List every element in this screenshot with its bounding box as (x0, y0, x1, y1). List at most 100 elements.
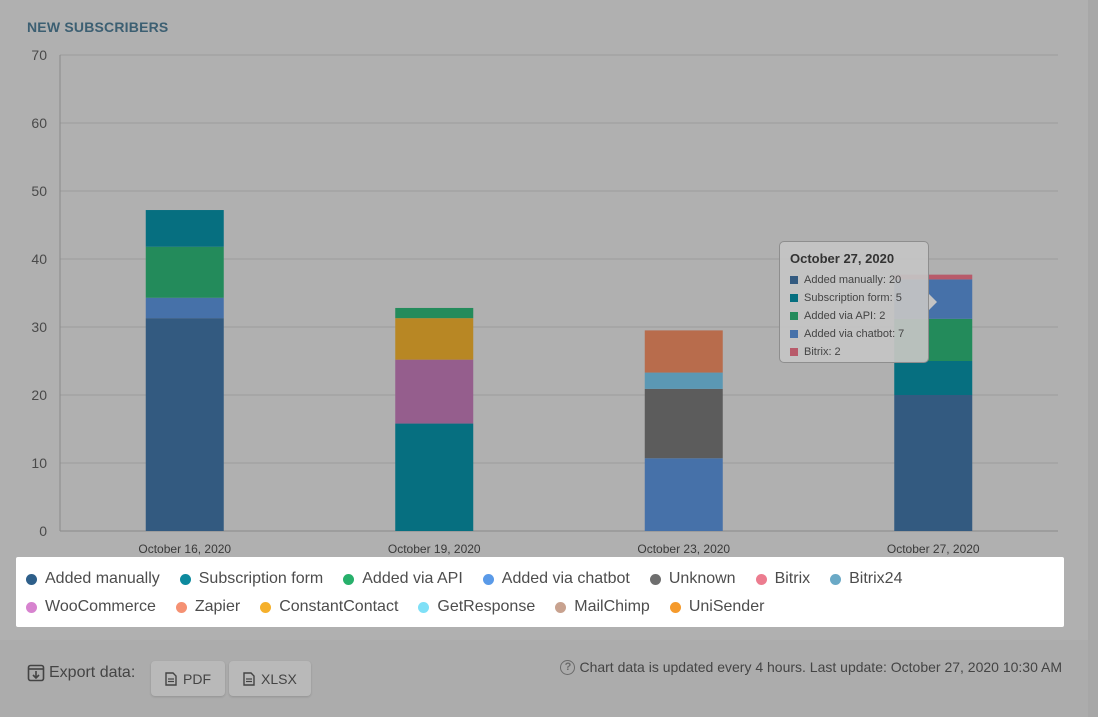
legend-item-unisender[interactable]: UniSender (669, 598, 765, 616)
legend-dot-icon (669, 601, 681, 613)
bar-segment-constantcontact (395, 318, 474, 360)
legend-dot-icon (26, 601, 37, 613)
legend-item-subscription-form[interactable]: Subscription form (179, 570, 324, 588)
tooltip-row: Added manually: 20 (790, 271, 918, 289)
x-tick-label: October 19, 2020 (388, 542, 481, 556)
legend-label: Bitrix24 (849, 570, 903, 587)
chart-legend: Added manually Subscription form Added via… (16, 557, 1064, 627)
legend-item-woocommerce[interactable]: WooCommerce (26, 598, 156, 616)
pdf-label: PDF (183, 670, 211, 687)
legend-label: Bitrix (774, 570, 811, 587)
scrollbar-track[interactable] (1088, 0, 1098, 717)
y-tick-label: 30 (31, 319, 47, 335)
tooltip-arrow (929, 294, 937, 310)
legend-label: WooCommerce (45, 598, 156, 615)
legend-item-added-via-api[interactable]: Added via API (343, 570, 463, 588)
legend-label: Unknown (668, 570, 736, 587)
legend-label: Added via chatbot (501, 570, 630, 587)
legend-dot-icon (343, 573, 355, 585)
bar-segment-subscription-form (894, 361, 973, 395)
legend-label: UniSender (688, 598, 765, 615)
chart-title: NEW SUBSCRIBERS (27, 19, 169, 35)
tooltip-swatch (790, 330, 798, 338)
stacked-bar-chart: 0 10 20 30 40 50 60 70 October 16, 2020 October 1… (31, 47, 1058, 556)
x-tick-label: October 16, 2020 (138, 542, 231, 556)
y-tick-label: 10 (31, 455, 47, 471)
bar-segment-added-manually (894, 395, 973, 531)
tooltip-title: October 27, 2020 (790, 251, 895, 266)
legend-dot-icon (555, 601, 567, 613)
chart-tooltip: October 27, 2020 Added manually: 20 Subsc… (779, 241, 929, 363)
bar-segment-subscription-form (395, 423, 474, 531)
legend-item-getresponse[interactable]: GetResponse (418, 598, 535, 616)
y-tick-label: 20 (31, 387, 47, 403)
bar-segment-bitrix (894, 274, 973, 280)
legend-item-mailchimp[interactable]: MailChimp (555, 598, 650, 616)
legend-dot-icon (830, 573, 842, 585)
legend-label: GetResponse (437, 598, 536, 615)
legend-item-bitrix24[interactable]: Bitrix24 (830, 570, 902, 588)
bar-segment-added-via-chatbot (644, 458, 723, 531)
x-tick-label: October 27, 2020 (887, 542, 980, 556)
legend-item-zapier[interactable]: Zapier (175, 598, 241, 616)
tooltip-swatch (790, 276, 798, 284)
legend-item-constantcontact[interactable]: ConstantContact (260, 598, 398, 616)
xlsx-label: XLSX (261, 670, 297, 687)
bar-segment-subscription-form (145, 210, 224, 247)
footer: Export data: PDF XLSX ? Chart data is up… (0, 640, 1088, 717)
bar-segment-added-manually (145, 318, 224, 531)
legend-label: MailChimp (574, 598, 650, 615)
legend-dot-icon (755, 573, 767, 585)
legend-dot-icon (175, 601, 187, 613)
export-xlsx-button[interactable]: XLSX (229, 661, 311, 696)
legend-dot-icon (482, 573, 494, 585)
tooltip-swatch (790, 312, 798, 320)
help-icon[interactable]: ? (560, 659, 576, 675)
tooltip-row: Added via API: 2 (790, 307, 918, 325)
legend-label: Zapier (194, 598, 241, 615)
y-tick-label: 0 (39, 523, 47, 539)
tooltip-row: Added via chatbot: 7 (790, 325, 918, 343)
legend-dot-icon (179, 573, 191, 585)
bar-segment-woocommerce (395, 359, 474, 424)
x-tick-label: October 23, 2020 (637, 542, 730, 556)
legend-dot-icon (418, 601, 430, 613)
legend-dot-icon (649, 573, 661, 585)
bar-segment-bitrix24 (644, 372, 723, 389)
update-note-text: Chart data is updated every 4 hours. Las… (579, 659, 1062, 675)
export-icon (27, 664, 45, 682)
update-note: ? Chart data is updated every 4 hours. L… (560, 659, 1062, 675)
export-data-label: Export data: (27, 664, 135, 682)
document-icon (165, 671, 177, 686)
y-tick-label: 60 (31, 115, 47, 131)
legend-label: Added via API (362, 570, 463, 587)
legend-item-bitrix[interactable]: Bitrix (755, 570, 811, 588)
tooltip-row-text: Bitrix: 2 (804, 346, 841, 358)
legend-dot-icon (26, 573, 37, 585)
bar-segment-added-via-api (395, 307, 474, 319)
tooltip-row: Subscription form: 5 (790, 289, 918, 307)
legend-label: Added manually (45, 570, 160, 587)
legend-dot-icon (260, 601, 272, 613)
legend-item-unknown[interactable]: Unknown (649, 570, 736, 588)
tooltip-swatch (790, 294, 798, 302)
y-tick-label: 50 (31, 183, 47, 199)
y-tick-label: 40 (31, 251, 47, 267)
document-icon (243, 671, 255, 686)
bar-segment-unknown (644, 388, 723, 459)
tooltip-row-text: Subscription form: 5 (804, 292, 902, 304)
export-pdf-button[interactable]: PDF (151, 661, 225, 696)
legend-item-added-manually[interactable]: Added manually (26, 570, 160, 588)
legend-label: Subscription form (198, 570, 324, 587)
tooltip-row: Bitrix: 2 (790, 343, 918, 361)
y-tick-label: 70 (31, 47, 47, 63)
tooltip-row-text: Added via chatbot: 7 (804, 328, 905, 340)
bar-segment-added-via-api (145, 246, 224, 298)
legend-label: ConstantContact (279, 598, 399, 615)
tooltip-swatch (790, 348, 798, 356)
export-label-text: Export data: (49, 664, 136, 681)
legend-item-added-via-chatbot[interactable]: Added via chatbot (482, 570, 630, 588)
bar-segment-zapier (644, 330, 723, 373)
bar-segment-added-via-chatbot (145, 297, 224, 319)
tooltip-row-text: Added manually: 20 (804, 274, 902, 286)
